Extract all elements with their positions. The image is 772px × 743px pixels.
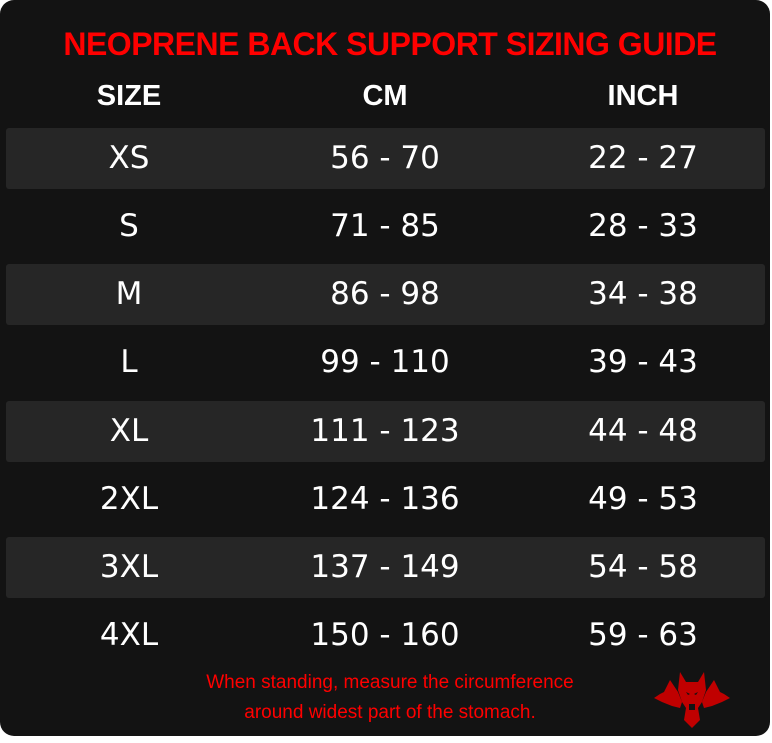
cell-cm: 56 - 70 [330,140,440,176]
note-line-2: around widest part of the stomach. [244,702,536,723]
page-title: NEOPRENE BACK SUPPORT SIZING GUIDE [63,26,717,62]
cell-cm: 137 - 149 [310,549,460,585]
cell-size: 3XL [99,549,159,585]
cell-inch: 59 - 63 [588,617,698,653]
header-size: SIZE [96,80,162,112]
cell-size: XL [109,413,149,449]
cell-inch: 44 - 48 [588,413,698,449]
cell-size: L [120,344,138,380]
cell-inch: 34 - 38 [588,276,698,312]
cell-size: M [115,276,143,312]
table-row: 2XL 124 - 136 49 - 53 [6,469,765,530]
cell-cm: 150 - 160 [310,617,460,653]
note-line-1: When standing, measure the circumference [206,672,574,693]
cell-size: S [119,208,139,244]
table-row: L 99 - 110 39 - 43 [6,332,765,393]
table-row: S 71 - 85 28 - 33 [6,196,765,257]
table-row: XS 56 - 70 22 - 27 [6,128,765,189]
table-row: 4XL 150 - 160 59 - 63 [6,605,765,666]
wolf-logo-icon [654,672,730,728]
table-row: M 86 - 98 34 - 38 [6,264,765,325]
cell-cm: 124 - 136 [310,481,460,517]
cell-inch: 39 - 43 [588,344,698,380]
measurement-note: When standing, measure the circumference… [90,668,690,728]
cell-size: XS [108,140,150,176]
header-cm: CM [362,80,408,112]
header-inch: INCH [607,80,679,112]
cell-inch: 49 - 53 [588,481,698,517]
table-row: 3XL 137 - 149 54 - 58 [6,537,765,598]
cell-inch: 28 - 33 [588,208,698,244]
cell-cm: 86 - 98 [330,276,440,312]
cell-inch: 54 - 58 [588,549,698,585]
cell-size: 4XL [99,617,159,653]
cell-size: 2XL [99,481,159,517]
cell-cm: 71 - 85 [330,208,440,244]
cell-cm: 111 - 123 [310,413,460,449]
table-row: XL 111 - 123 44 - 48 [6,401,765,462]
cell-cm: 99 - 110 [320,344,450,380]
cell-inch: 22 - 27 [588,140,698,176]
